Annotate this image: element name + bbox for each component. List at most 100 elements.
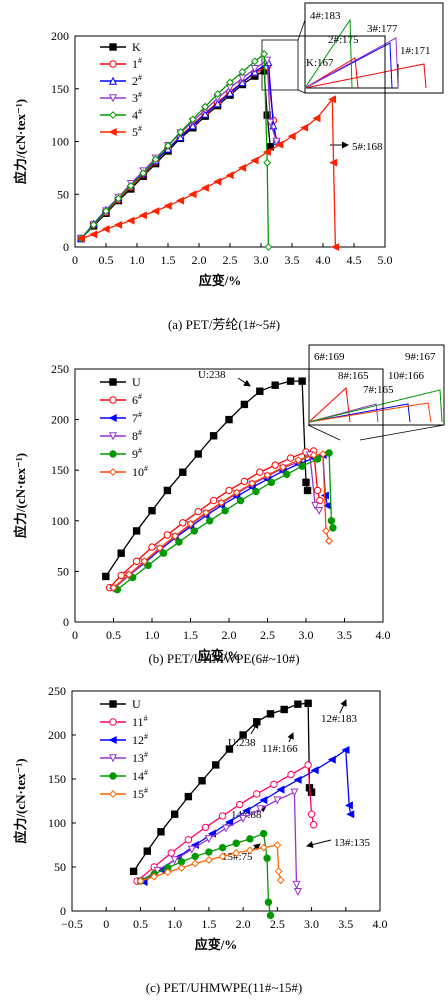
- data-point-13: [204, 835, 213, 844]
- data-point-11: [201, 823, 210, 832]
- data-point-4: [264, 243, 273, 251]
- y-tick-label: 150: [51, 82, 69, 96]
- series-line-1: [80, 65, 278, 239]
- data-point-14: [259, 829, 268, 838]
- legend-marker-2: [108, 76, 118, 85]
- plot-frame: [71, 690, 381, 912]
- data-point-3: [272, 137, 281, 146]
- x-tick-label: 1.5: [201, 917, 216, 931]
- data-point-10: [124, 570, 133, 579]
- data-point-4: [114, 194, 123, 203]
- legend-sup: #: [144, 464, 148, 473]
- chart-1-plot: 0 0.5 1.0 1.5 2.0 2.5 3.0 3.5 4.0 0 50 100 150 200 250…: [13, 362, 391, 666]
- data-point-5: [188, 190, 197, 199]
- data-point-U: [266, 710, 275, 718]
- data-point-3: [266, 118, 275, 127]
- legend-sup: #: [144, 750, 148, 759]
- x-tick-label: 4.0: [376, 628, 391, 642]
- data-point-14: [205, 848, 213, 856]
- y-tick-label: 150: [48, 772, 66, 786]
- data-point-5: [126, 216, 135, 225]
- data-point-U: [240, 400, 249, 409]
- data-point-5: [225, 171, 234, 180]
- legend-label-K: K: [132, 40, 141, 54]
- data-point-4: [238, 67, 247, 76]
- series-line-11: [136, 763, 315, 882]
- panel-caption: (c) PET/UHMWPE(11#~15#): [146, 980, 302, 995]
- data-point-10: [309, 451, 318, 459]
- data-point-4: [151, 155, 160, 164]
- y-axis-label: 应力/(cN·tex⁻¹): [13, 758, 28, 843]
- chart-b-inset: 6#:169 9#:167 8#:165 10#:166 7#:165: [307, 344, 445, 441]
- data-point-4: [89, 220, 98, 229]
- inset-label-4: 4#:183: [310, 10, 341, 22]
- chart-b: 6#:169 9#:167 8#:165 10#:166 7#:165 U:23…: [198, 344, 445, 441]
- data-point-15: [163, 868, 172, 877]
- data-point-5: [151, 207, 160, 216]
- data-point-14: [232, 839, 240, 847]
- data-point-5: [76, 234, 85, 243]
- inset-label-9: 9#:167: [405, 351, 436, 363]
- legend-sup: #: [138, 446, 142, 455]
- data-point-4: [139, 169, 148, 178]
- legend-label-11: 11#: [132, 714, 148, 729]
- y-tick-label: 100: [51, 135, 69, 149]
- data-point-9: [298, 462, 306, 470]
- series-line-2: [80, 61, 278, 239]
- x-tick-label: 0.5: [99, 253, 114, 267]
- legend-sup: #: [138, 90, 142, 99]
- data-point-3: [263, 56, 272, 65]
- data-point-10: [140, 557, 149, 566]
- x-tick-label: 0: [72, 253, 78, 267]
- data-point-11: [253, 790, 261, 798]
- legend-marker-15: [109, 790, 117, 798]
- data-point-9: [327, 517, 336, 525]
- x-tick-label: 0.5: [133, 917, 148, 931]
- data-point-U: [253, 718, 261, 726]
- legend-sup: #: [138, 73, 142, 82]
- data-point-5: [238, 163, 247, 172]
- inset-label-10: 10#:166: [388, 370, 425, 382]
- data-point-9: [325, 449, 333, 457]
- data-point-U: [303, 486, 312, 495]
- x-tick-label: 2.5: [223, 253, 238, 267]
- data-point-5: [213, 177, 222, 186]
- x-tick-label: 3.0: [299, 628, 314, 642]
- data-point-13: [292, 880, 301, 889]
- data-point-12: [344, 801, 353, 810]
- x-tick-label: 2.5: [270, 917, 285, 931]
- legend-marker-12: [108, 735, 117, 745]
- data-point-14: [264, 898, 273, 906]
- inset-label-7: 7#:165: [363, 384, 394, 396]
- y-tick-label: 0: [63, 615, 69, 629]
- data-point-11: [307, 810, 316, 818]
- legend-label-5: 5#: [132, 124, 142, 139]
- data-point-12: [225, 818, 234, 827]
- data-point-12: [293, 775, 302, 784]
- data-point-15: [204, 856, 213, 864]
- data-point-14: [266, 911, 275, 920]
- data-point-9: [159, 549, 168, 557]
- data-point-9: [283, 470, 291, 478]
- inset-label-k: K:167: [306, 57, 334, 69]
- data-point-15: [276, 876, 285, 885]
- data-point-10: [201, 508, 210, 517]
- y-tick-label: 200: [48, 728, 66, 742]
- x-tick-label: 5.0: [378, 253, 393, 267]
- data-point-5: [275, 140, 284, 149]
- x-tick-label: 1.0: [130, 253, 145, 267]
- data-point-2: [225, 88, 235, 97]
- data-point-5: [176, 196, 185, 205]
- data-point-10: [325, 537, 334, 545]
- data-point-4: [188, 115, 197, 124]
- annotation-5: 5#:168: [352, 141, 383, 153]
- data-point-5: [101, 225, 110, 234]
- y-tick-label: 150: [51, 463, 69, 477]
- data-point-5: [250, 156, 259, 165]
- data-point-12: [310, 766, 319, 775]
- data-point-9: [206, 517, 214, 525]
- series-line-9: [116, 451, 334, 591]
- x-tick-label: 0: [103, 917, 109, 931]
- data-point-13: [187, 845, 196, 854]
- data-point-5: [329, 158, 338, 167]
